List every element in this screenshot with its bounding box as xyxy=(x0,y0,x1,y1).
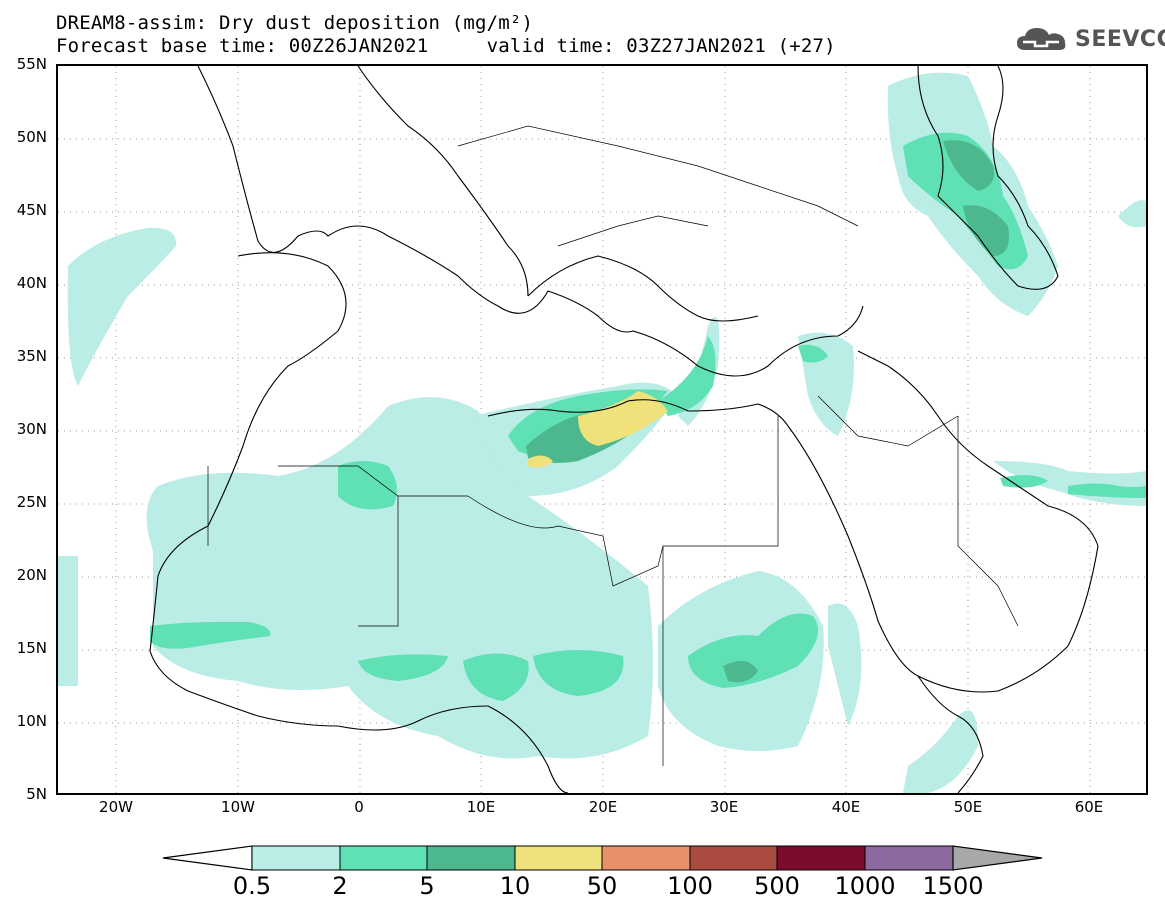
lat-label: 25N xyxy=(16,493,47,511)
colorbar-swatch xyxy=(251,845,341,871)
forecast-times: Forecast base time: 00Z26JAN2021 valid t… xyxy=(56,35,836,57)
colorbar-label: 10 xyxy=(499,872,531,900)
lon-label: 30E xyxy=(709,798,739,816)
colorbar-label: 50 xyxy=(586,872,618,900)
dust-map xyxy=(58,66,1146,793)
lon-label: 10W xyxy=(221,798,255,816)
seevccc-logo: SEEVCCC xyxy=(1015,24,1165,54)
colorbar-label: 0.5 xyxy=(232,872,272,900)
colorbar-label: 2 xyxy=(332,872,348,900)
colorbar-label: 1500 xyxy=(922,872,984,900)
lon-label: 50E xyxy=(953,798,983,816)
lat-label: 50N xyxy=(16,128,47,146)
lon-label: 60E xyxy=(1074,798,1104,816)
lon-label: 10E xyxy=(466,798,496,816)
cloud-logo-icon xyxy=(1017,28,1066,50)
borders xyxy=(207,125,1019,766)
colorbar-swatch xyxy=(426,845,516,871)
lat-label: 45N xyxy=(16,201,47,219)
lon-label: 20W xyxy=(99,798,133,816)
colorbar-label: 1000 xyxy=(834,872,896,900)
colorbar-label: 500 xyxy=(754,872,800,900)
lat-label: 40N xyxy=(16,274,47,292)
colorbar-swatch xyxy=(514,845,603,871)
colorbar-swatch xyxy=(601,845,691,871)
logo-text: SEEVCCC xyxy=(1075,26,1165,52)
coastlines xyxy=(149,66,1099,793)
colorbar xyxy=(162,845,1043,871)
colorbar-label: 100 xyxy=(667,872,713,900)
lat-label: 30N xyxy=(16,420,47,438)
colorbar-under-arrow xyxy=(162,845,253,871)
colorbar-over-arrow xyxy=(952,845,1043,871)
map-title: DREAM8-assim: Dry dust deposition (mg/m²… xyxy=(56,12,534,34)
lon-label: 20E xyxy=(588,798,618,816)
lat-label: 15N xyxy=(16,639,47,657)
lat-label: 35N xyxy=(16,347,47,365)
colorbar-swatch xyxy=(689,845,778,871)
lon-label: 40E xyxy=(831,798,861,816)
colorbar-label: 5 xyxy=(419,872,435,900)
lon-label: 0 xyxy=(354,798,364,816)
colorbar-swatch xyxy=(339,845,428,871)
lat-label: 5N xyxy=(26,785,47,803)
colorbar-swatch xyxy=(864,845,954,871)
map-panel xyxy=(56,64,1148,795)
lat-label: 20N xyxy=(16,566,47,584)
colorbar-swatch xyxy=(776,845,866,871)
lat-label: 55N xyxy=(16,55,47,73)
lat-label: 10N xyxy=(16,712,47,730)
dust-field-yellow xyxy=(528,391,668,468)
